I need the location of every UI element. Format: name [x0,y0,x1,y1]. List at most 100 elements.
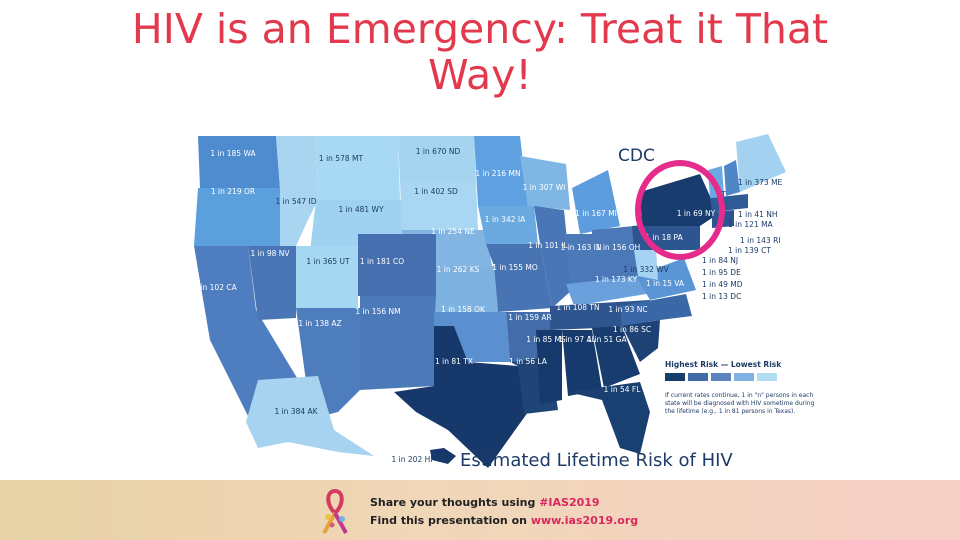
state-al [562,330,602,396]
label-ne: 1 in 254 NE [431,227,475,236]
label-nd: 1 in 670 ND [415,147,461,156]
footer-find-line: Find this presentation on www.ias2019.or… [370,514,638,527]
state-ms [536,330,562,404]
state-ky [566,276,658,306]
legend-note: If current rates continue, 1 in "n" pers… [665,392,815,415]
label-wa: 1 in 185 WA [210,149,256,158]
map-legend: Highest Risk — Lowest Risk [665,360,825,381]
label-oh: 1 in 156 OH [595,243,641,252]
footer-share-line: Share your thoughts using #IAS2019 [370,496,600,509]
label-ar: 1 in 159 AR [508,313,552,322]
label-sc: 1 in 86 SC [612,325,652,334]
label-ia: 1 in 342 IA [484,215,526,224]
legend-swatch [734,373,754,381]
label-va: 1 in 15 VA [645,279,685,288]
state-nh [724,160,740,196]
callout-ri: 1 in 143 RI [740,236,781,245]
label-in: 1 in 163 IN [560,243,602,252]
callout-me: 1 in 373 ME [738,178,783,187]
label-mt: 1 in 578 MT [318,154,364,163]
state-or [194,188,288,246]
legend-swatch [757,373,777,381]
label-nm: 1 in 156 NM [355,307,401,316]
state-co [358,234,436,296]
label-ut: 1 in 365 UT [306,257,350,266]
state-wi [520,156,570,210]
state-sd [400,182,478,230]
label-wy: 1 in 481 WY [338,205,384,214]
state-fl [568,382,650,454]
label-sd: 1 in 402 SD [414,187,458,196]
state-hi [430,448,456,464]
map-caption: Estimated Lifetime Risk of HIV [460,450,733,471]
state-me [736,134,786,192]
map-shapes [194,134,786,468]
state-sc [622,320,660,362]
label-mo: 1 in 155 MO [492,263,538,272]
label-az: 1 in 138 AZ [298,319,342,328]
label-ms: 1 in 85 MS [526,335,566,344]
state-il [534,206,572,308]
label-nc: 1 in 93 NC [608,305,648,314]
state-ks [436,266,498,312]
state-va [636,258,696,300]
label-or: 1 in 219 OR [210,187,256,196]
state-ga [592,326,640,388]
ribbon-logo-icon [322,488,348,534]
legend-swatch [688,373,708,381]
state-in [564,234,592,290]
label-id: 1 in 547 ID [275,197,317,206]
label-ca: 1 in 102 CA [193,283,237,292]
label-tx: 1 in 81 TX [434,357,474,366]
state-ak [246,376,374,456]
label-mi: 1 in 167 MI [575,209,617,218]
label-tn: 1 in 108 TN [556,303,600,312]
state-nc [620,294,692,326]
label-wv: 1 in 332 WV [623,265,669,274]
footer-find-text: Find this presentation on [370,514,531,527]
state-ia [478,206,538,244]
callout-dc: 1 in 13 DC [702,292,742,301]
callout-de: 1 in 95 DE [702,268,741,277]
state-ut [296,246,358,308]
label-ky: 1 in 173 KY [594,275,638,284]
callout-nj: 1 in 84 NJ [702,256,739,265]
legend-title: Highest Risk — Lowest Risk [665,360,782,369]
legend-swatches [665,373,825,381]
legend-swatch [711,373,731,381]
conference-footer [0,480,960,540]
state-tx [394,326,528,468]
state-wv [634,248,658,280]
state-mn [474,136,528,206]
legend-swatch [665,373,685,381]
label-mn: 1 in 216 MN [475,169,521,178]
source-label: CDC [618,146,655,166]
label-ok: 1 in 158 OK [441,305,485,314]
callout-nh: 1 in 41 NH [738,210,778,219]
label-ak: 1 in 384 AK [274,407,318,416]
callout-ct: 1 in 139 CT [728,246,771,255]
state-id [276,136,318,246]
footer-hashtag: #IAS2019 [539,496,600,509]
label-la: 1 in 56 LA [509,357,547,366]
state-nm [360,296,436,390]
state-mt [316,136,400,200]
state-wa [198,136,280,188]
state-ok [434,312,510,362]
label-hi: 1 in 202 HI [391,455,433,464]
us-hiv-risk-map: 1 in 185 WA 1 in 219 OR 1 in 102 CA 1 in… [188,130,813,475]
slide-title: HIV is an Emergency: Treat it That Way! [131,5,829,99]
label-fl: 1 in 54 FL [603,385,641,394]
callout-md: 1 in 49 MD [702,280,743,289]
footer-link[interactable]: www.ias2019.org [530,514,639,527]
state-oh [592,226,640,284]
state-mi [572,170,620,234]
highlight-circle [635,160,725,260]
label-nv: 1 in 98 NV [250,249,290,258]
state-mo [486,244,552,312]
label-co: 1 in 181 CO [359,257,405,266]
state-nv [248,246,296,320]
footer-share-text: Share your thoughts using [370,496,540,509]
label-il: 1 in 101 IL [528,241,568,250]
callout-ma: 1 in 121 MA [728,220,773,229]
